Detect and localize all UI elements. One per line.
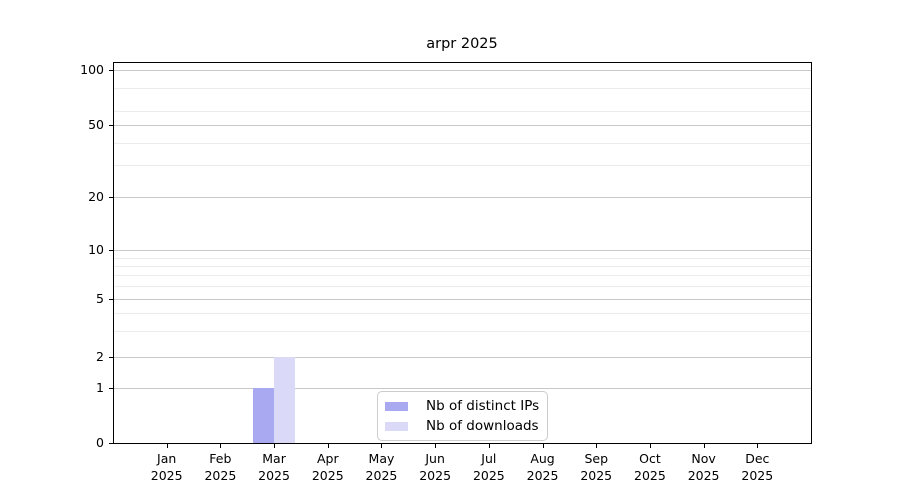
legend: Nb of distinct IPs Nb of downloads bbox=[377, 391, 548, 441]
gridline-minor bbox=[114, 142, 811, 144]
y-axis-tick bbox=[109, 356, 113, 358]
x-axis-tick-label: Sep 2025 bbox=[561, 451, 631, 484]
y-axis-tick-label: 20 bbox=[88, 189, 104, 205]
x-label-year: 2025 bbox=[419, 467, 452, 483]
x-label-month: Feb bbox=[209, 451, 232, 466]
gridline-minor bbox=[114, 313, 811, 315]
x-axis-tick-label: Nov 2025 bbox=[669, 451, 739, 484]
x-axis-tick-label: Apr 2025 bbox=[293, 451, 363, 484]
x-axis-tick-label: Jul 2025 bbox=[454, 451, 524, 484]
x-axis-tick-label: Jan 2025 bbox=[132, 451, 202, 484]
gridline-minor bbox=[114, 275, 811, 277]
x-axis-tick bbox=[327, 444, 329, 448]
legend-swatch-downloads-icon bbox=[385, 421, 408, 431]
x-label-year: 2025 bbox=[741, 467, 774, 483]
x-axis-tick-label: Dec 2025 bbox=[722, 451, 792, 484]
y-axis-tick-label: 1 bbox=[96, 380, 104, 396]
x-label-month: Mar bbox=[262, 451, 286, 466]
legend-entry: Nb of downloads bbox=[385, 416, 539, 436]
plot-spine-bottom bbox=[113, 443, 812, 444]
plot-spine-right bbox=[811, 62, 812, 444]
y-axis-tick bbox=[109, 125, 113, 127]
y-axis-tick-label: 2 bbox=[96, 348, 104, 364]
x-label-month: Jan bbox=[157, 451, 177, 466]
x-label-month: Dec bbox=[745, 451, 770, 466]
x-axis-tick bbox=[649, 444, 651, 448]
x-axis-tick bbox=[542, 444, 544, 448]
x-label-year: 2025 bbox=[634, 467, 666, 483]
x-axis-tick-label: Jun 2025 bbox=[400, 451, 470, 484]
gridline-major bbox=[114, 70, 811, 72]
x-label-month: Oct bbox=[639, 451, 661, 466]
legend-entry: Nb of distinct IPs bbox=[385, 396, 539, 416]
plot-spine-left bbox=[113, 62, 114, 444]
x-axis-tick bbox=[757, 444, 759, 448]
y-axis-tick bbox=[109, 70, 113, 72]
y-axis-tick-label: 100 bbox=[80, 62, 104, 78]
gridline-major bbox=[114, 250, 811, 251]
x-label-year: 2025 bbox=[687, 467, 720, 483]
gridline-minor bbox=[114, 331, 811, 333]
legend-label-distinct-ips: Nb of distinct IPs bbox=[426, 398, 540, 414]
gridline-major bbox=[114, 388, 811, 390]
x-label-month: Jul bbox=[481, 451, 497, 466]
gridline-major bbox=[114, 197, 811, 199]
x-label-year: 2025 bbox=[580, 467, 613, 483]
y-axis-tick-label: 5 bbox=[96, 291, 104, 307]
gridline-minor bbox=[114, 286, 811, 288]
legend-label-downloads: Nb of downloads bbox=[426, 418, 539, 434]
y-axis-tick bbox=[109, 443, 113, 444]
bar-nb-of-distinct-ips-mar bbox=[253, 388, 275, 443]
y-axis-tick-label: 0 bbox=[96, 435, 104, 450]
gridline-minor bbox=[114, 265, 811, 267]
x-axis-tick-label: May 2025 bbox=[346, 451, 416, 484]
x-axis-tick bbox=[596, 444, 598, 448]
legend-swatch-distinct-ips-icon bbox=[385, 401, 408, 411]
x-label-month: Jun bbox=[425, 451, 445, 466]
x-label-month: Apr bbox=[316, 451, 339, 466]
y-axis-tick bbox=[109, 250, 113, 251]
x-axis-tick bbox=[166, 444, 168, 448]
x-axis-tick bbox=[435, 444, 437, 448]
x-label-month: May bbox=[368, 451, 395, 466]
gridline-major bbox=[114, 125, 811, 127]
y-axis-tick bbox=[109, 299, 113, 301]
gridline-major bbox=[114, 299, 811, 301]
gridline-minor bbox=[114, 88, 811, 89]
y-axis-tick bbox=[109, 197, 113, 199]
gridline-minor bbox=[114, 110, 811, 112]
x-axis-tick-label: Oct 2025 bbox=[615, 451, 685, 484]
y-axis-tick bbox=[109, 388, 113, 390]
x-label-year: 2025 bbox=[258, 467, 290, 483]
gridline-minor bbox=[114, 165, 811, 167]
y-axis-tick-label: 10 bbox=[88, 242, 104, 257]
x-label-year: 2025 bbox=[311, 467, 344, 483]
bar-nb-of-downloads-mar bbox=[274, 356, 296, 443]
x-axis-tick bbox=[703, 444, 705, 448]
x-axis-tick-label: Feb 2025 bbox=[185, 451, 255, 484]
x-label-year: 2025 bbox=[472, 467, 505, 483]
gridline-minor bbox=[114, 257, 811, 259]
x-label-month: Aug bbox=[530, 451, 555, 466]
x-label-year: 2025 bbox=[526, 467, 559, 483]
chart-title: arpr 2025 bbox=[426, 36, 498, 52]
plot-spine-top bbox=[113, 62, 812, 63]
x-label-month: Sep bbox=[584, 451, 608, 466]
x-label-year: 2025 bbox=[365, 467, 398, 483]
x-axis-tick bbox=[488, 444, 490, 448]
x-axis-tick-label: Aug 2025 bbox=[508, 451, 578, 484]
x-axis-tick-label: Mar 2025 bbox=[239, 451, 309, 484]
y-axis-tick-label: 50 bbox=[88, 117, 104, 133]
x-label-year: 2025 bbox=[204, 467, 237, 483]
gridline-major bbox=[114, 356, 811, 358]
x-axis-tick bbox=[274, 444, 276, 448]
x-label-month: Nov bbox=[691, 451, 716, 466]
x-axis-tick bbox=[220, 444, 222, 448]
x-axis-tick bbox=[381, 444, 383, 448]
x-label-year: 2025 bbox=[150, 467, 183, 483]
